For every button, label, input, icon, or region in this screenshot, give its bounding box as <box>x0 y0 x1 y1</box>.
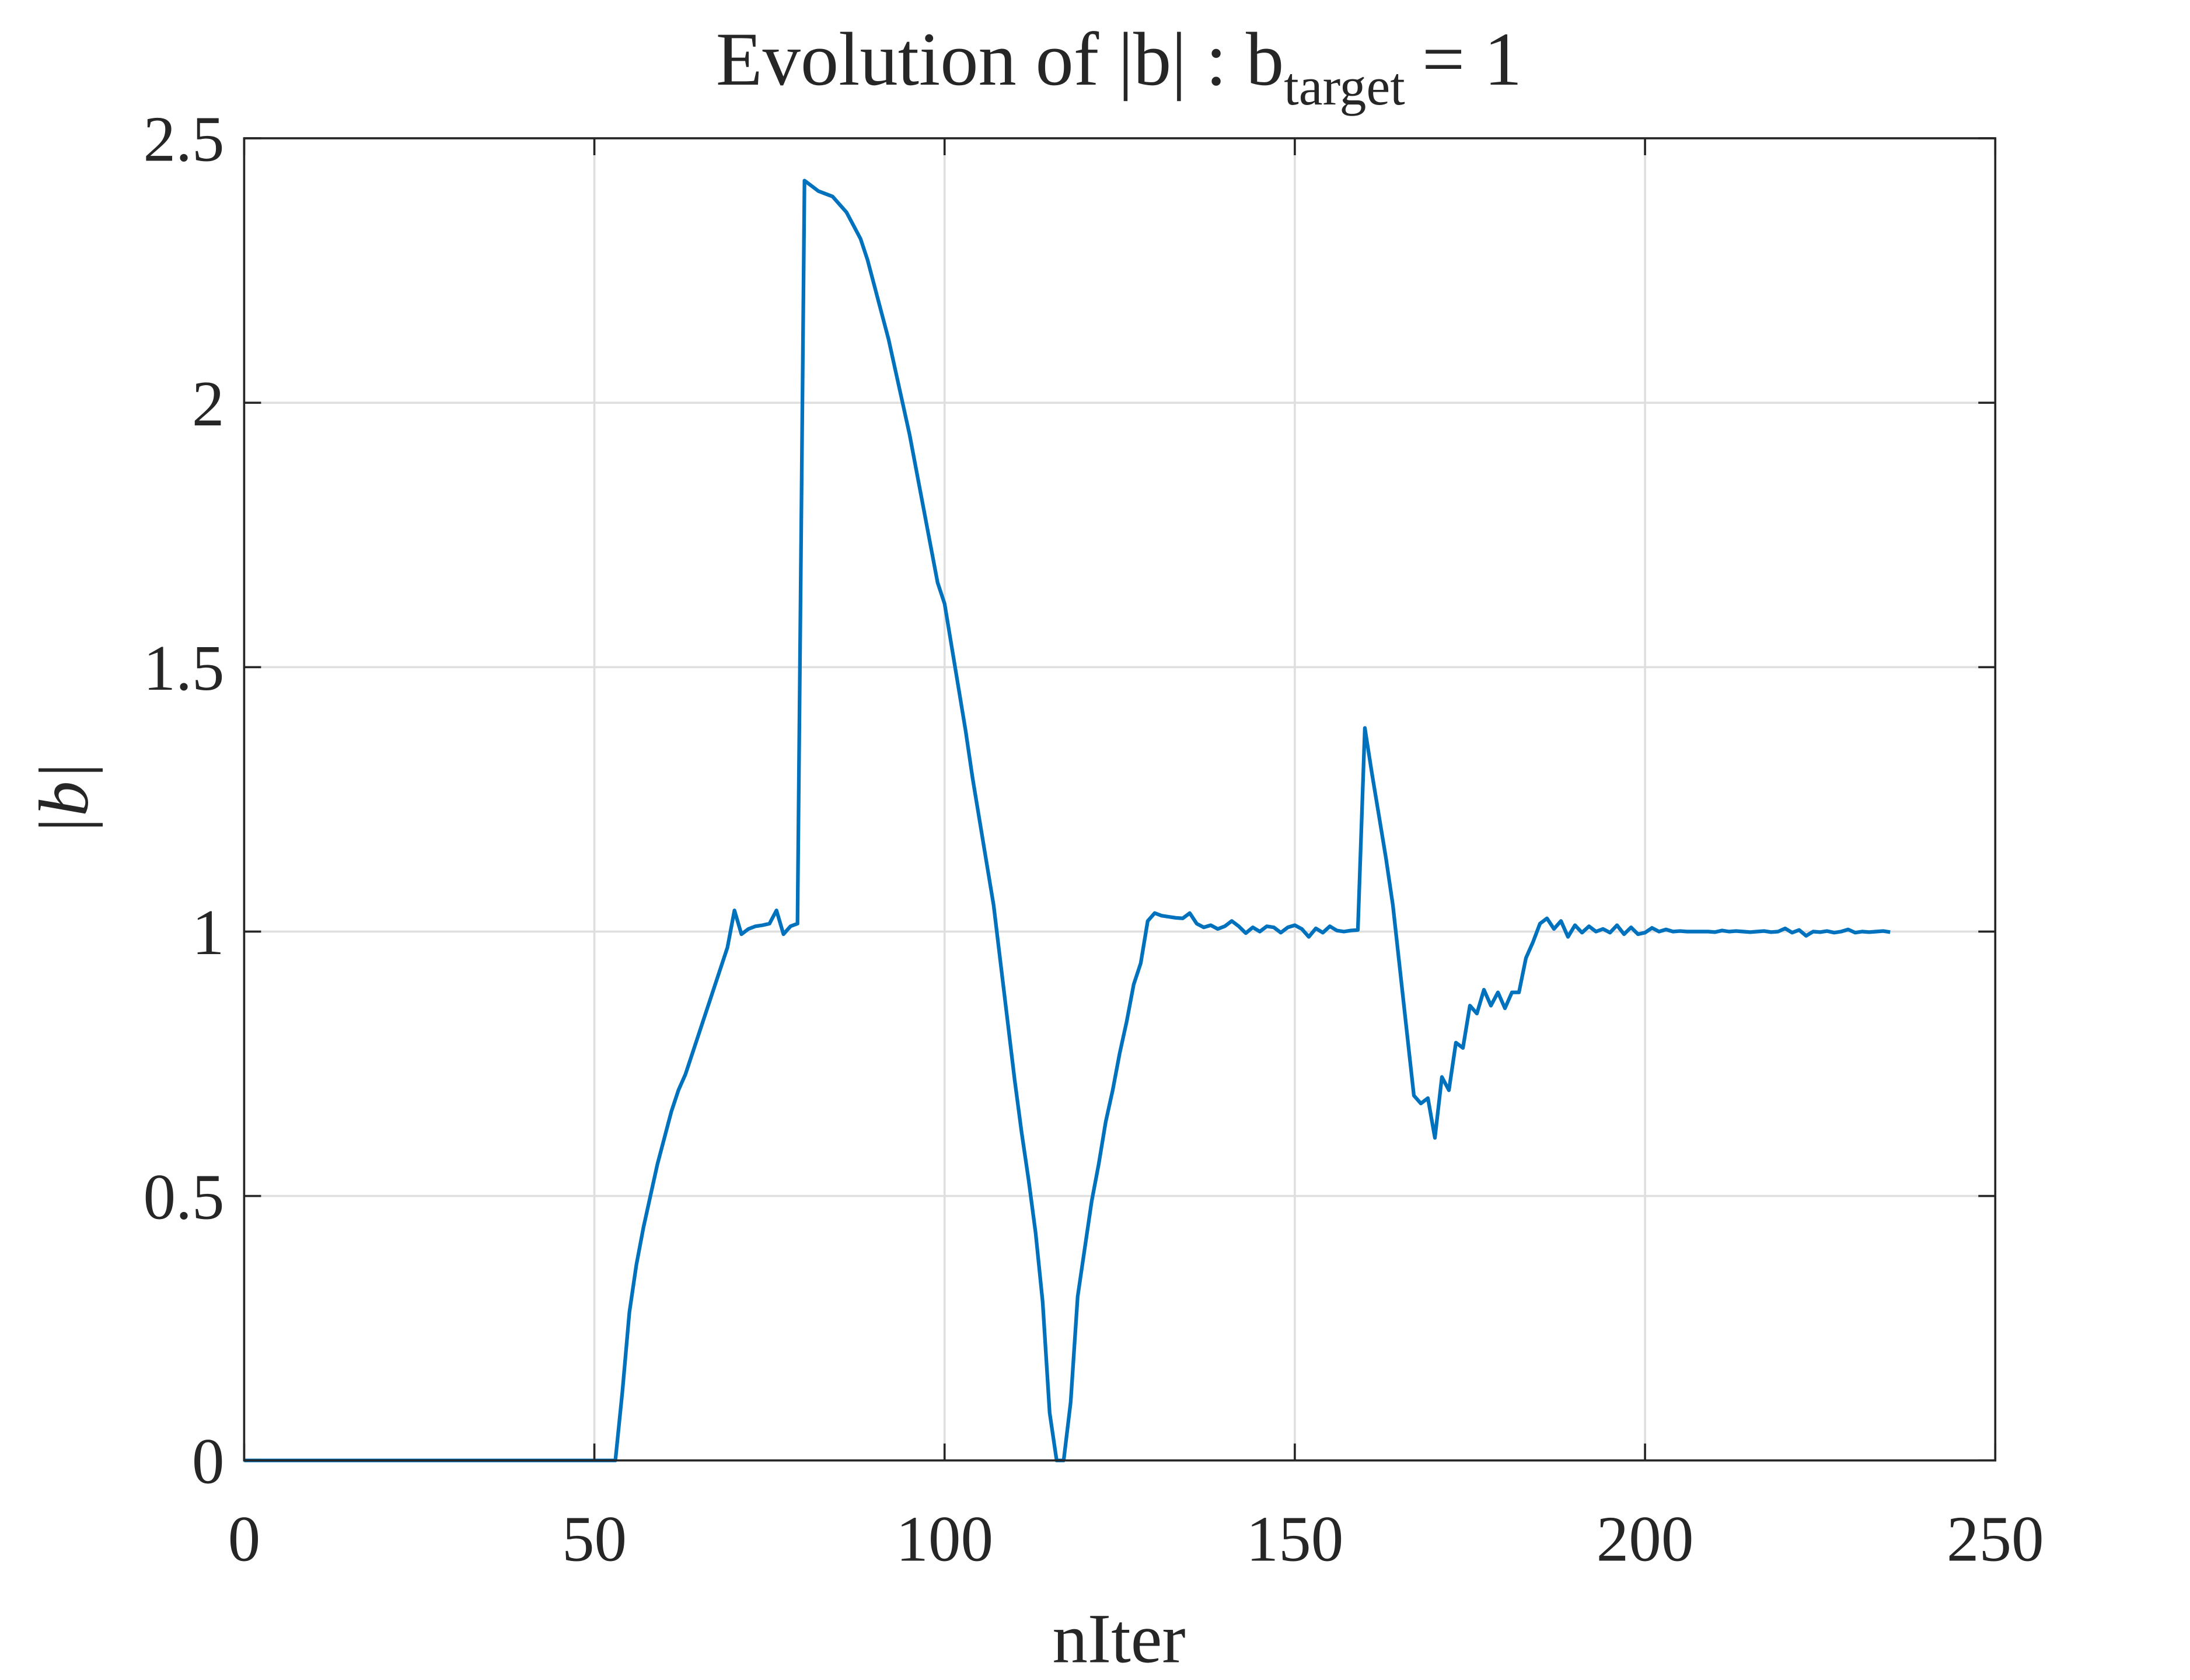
y-axis-label: |b| <box>25 762 103 836</box>
x-axis-label: nIter <box>1052 1600 1185 1678</box>
y-tick-label: 1.5 <box>143 633 224 704</box>
y-tick-label: 2.5 <box>143 104 224 176</box>
x-tick-label: 100 <box>896 1503 993 1575</box>
y-tick-label: 2 <box>192 368 225 440</box>
x-tick-label: 200 <box>1597 1503 1694 1575</box>
axes-box <box>243 137 1997 1462</box>
title-tail: = 1 <box>1422 18 1522 102</box>
y-tick-label: 0.5 <box>143 1161 224 1233</box>
axes: 0 50 100 150 200 250 0 0.5 1 1.5 2 2.5 <box>143 104 2044 1576</box>
y-tick-label: 1 <box>192 897 225 969</box>
x-tick-label: 50 <box>562 1503 627 1575</box>
title-main: Evolution of |b| : b <box>716 18 1284 102</box>
x-tick-label: 150 <box>1246 1503 1343 1575</box>
chart-title: Evolution of |b| : btarget = 1 <box>716 18 1522 116</box>
grid <box>243 137 1997 1462</box>
y-tick-label: 0 <box>192 1426 225 1497</box>
title-subscript: target <box>1284 57 1405 116</box>
x-tick-label: 250 <box>1947 1503 2044 1575</box>
x-tick-label: 0 <box>228 1503 261 1575</box>
